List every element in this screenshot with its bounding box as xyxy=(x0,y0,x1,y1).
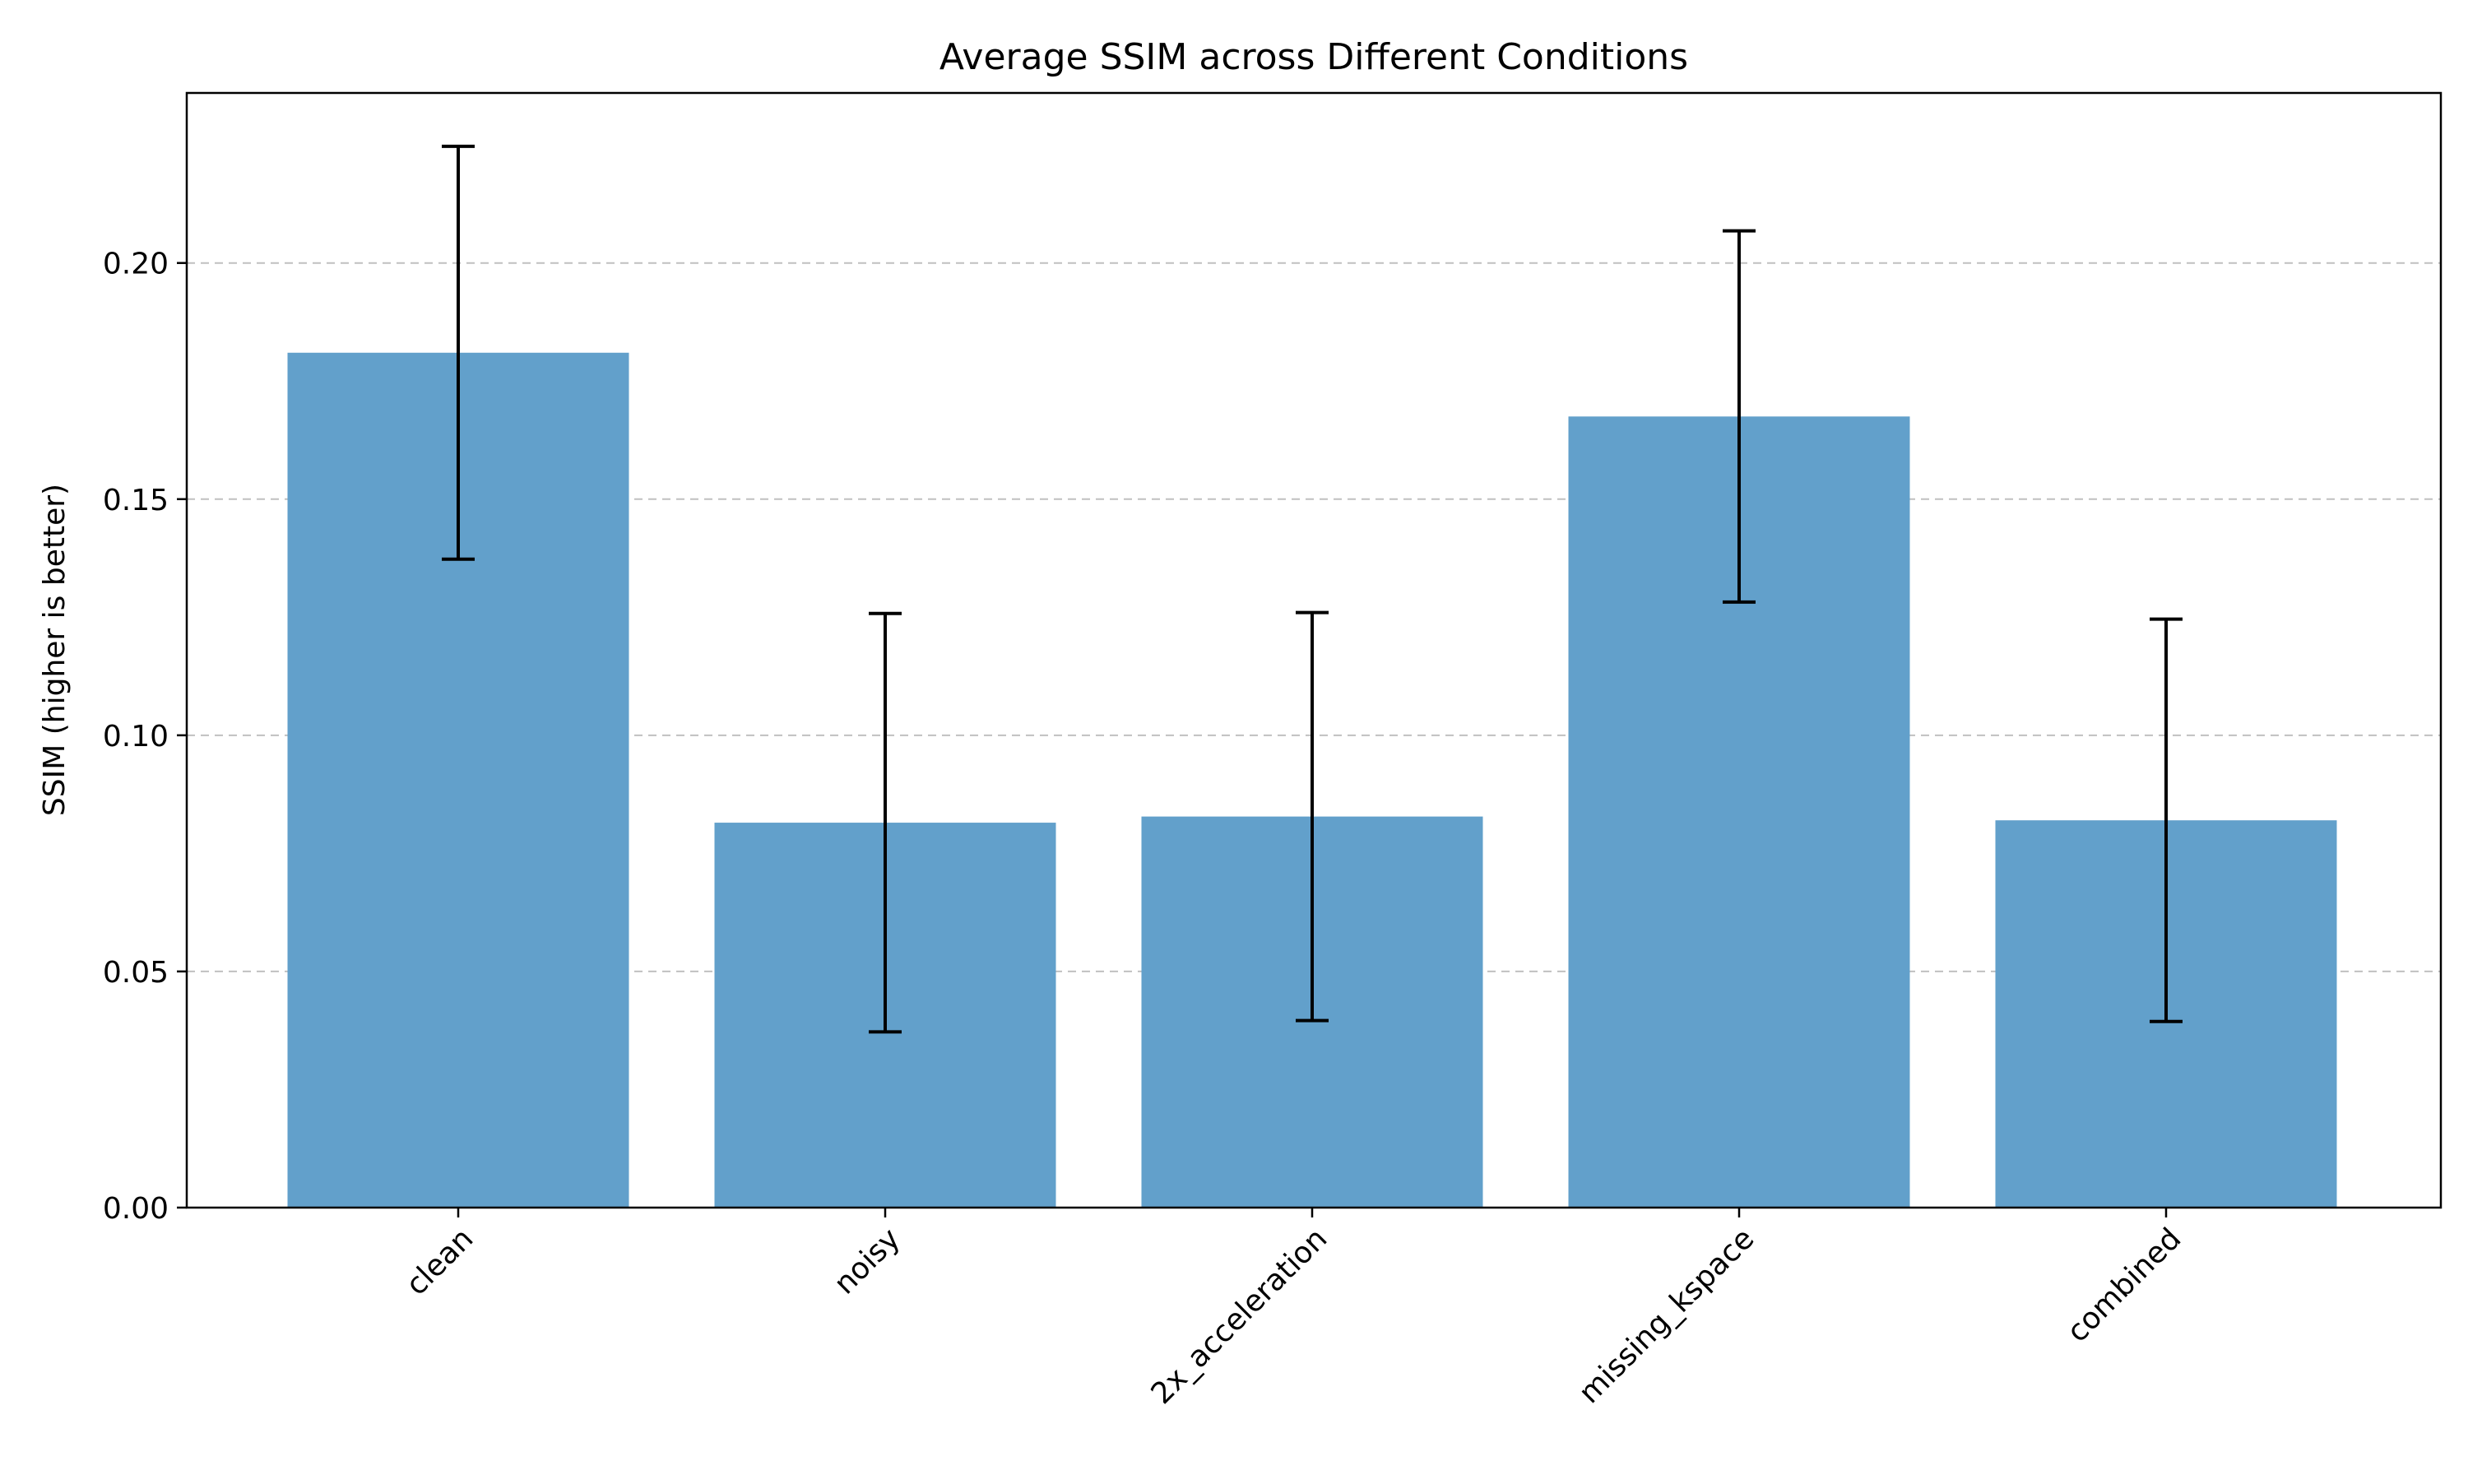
y-axis-label: SSIM (higher is better) xyxy=(38,484,72,816)
y-tick-label: 0.10 xyxy=(103,720,169,754)
y-axis-ticks: 0.00 0.05 0.10 0.15 0.20 xyxy=(103,248,187,1226)
y-tick-label: 0.20 xyxy=(103,248,169,281)
y-tick-label: 0.15 xyxy=(103,484,169,517)
y-tick-label: 0.00 xyxy=(103,1192,169,1226)
error-bars xyxy=(442,144,2183,1034)
y-tick-label: 0.05 xyxy=(103,956,169,990)
plot-frame xyxy=(185,91,2442,1209)
chart-title: Average SSIM across Different Conditions xyxy=(939,36,1688,78)
